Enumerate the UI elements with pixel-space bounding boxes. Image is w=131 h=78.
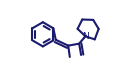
Text: N: N [82, 32, 89, 41]
